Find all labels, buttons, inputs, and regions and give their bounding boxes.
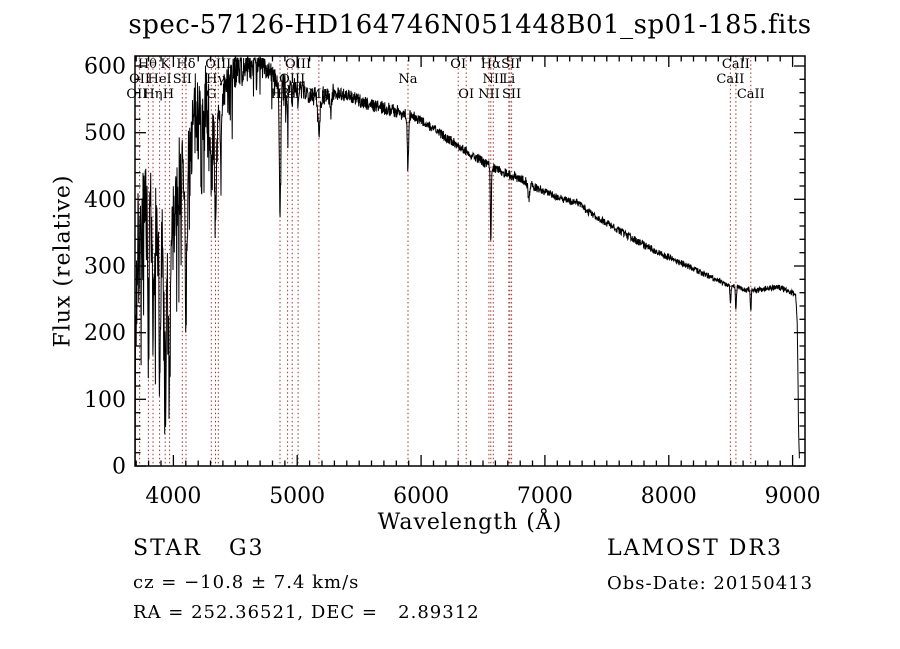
survey-text: LAMOST DR3 — [607, 536, 783, 561]
plot-border — [134, 55, 806, 467]
y-tick-label: 400 — [84, 188, 126, 213]
spectral-line-label: Hη — [143, 87, 162, 102]
spectral-line-label: Hδ — [176, 57, 195, 72]
spectral-line-label: SII — [173, 72, 192, 87]
x-tick-label: 9000 — [765, 484, 821, 509]
y-axis-label: Flux (relative) — [50, 174, 76, 348]
spectral-line-label: G — [206, 87, 216, 102]
y-tick-label: 0 — [112, 455, 126, 480]
x-tick-label: 8000 — [641, 484, 697, 509]
classification-text: STAR G3 — [133, 536, 265, 561]
spectrum-curve — [134, 57, 800, 465]
spectral-line-label: OI — [450, 57, 466, 72]
axis-ticks — [135, 56, 805, 467]
cz-text: cz = −10.8 ± 7.4 km/s — [133, 572, 360, 593]
spectral-line-label: K — [160, 57, 170, 72]
spectral-line-label: HeI — [276, 87, 300, 102]
y-tick-label: 500 — [84, 121, 126, 146]
spectral-line-label: H — [163, 87, 174, 102]
spectral-line-label: NII — [478, 87, 500, 102]
spectral-line-label: OI — [458, 87, 474, 102]
tick-labels: 4000 5000 6000 7000 8000 9000 0 100 200 300 400 500… — [84, 55, 821, 510]
x-tick-label: 4000 — [145, 484, 201, 509]
obs-date-text: Obs-Date: 20150413 — [607, 573, 814, 594]
spectral-line-label: OIII — [279, 72, 305, 87]
spectral-line-label: CaII — [716, 72, 744, 87]
spectral-line-label: SII — [502, 87, 521, 102]
x-tick-label: 7000 — [517, 484, 573, 509]
x-tick-label: 6000 — [393, 484, 449, 509]
spectral-line-label: OIII — [285, 57, 311, 72]
spectral-line-label: Hθ — [138, 57, 157, 72]
spectral-line-label: Hγ — [206, 72, 225, 87]
y-tick-label: 300 — [84, 255, 126, 280]
spectral-line-label: HeI — [148, 72, 172, 87]
spectral-line-label: SII — [501, 57, 520, 72]
spectral-line-label: Hα — [481, 57, 501, 72]
spectral-line-markers — [139, 56, 752, 466]
figure-title: spec-57126-HD164746N051448B01_sp01-185.f… — [128, 10, 812, 40]
x-tick-label: 5000 — [269, 484, 325, 509]
y-tick-label: 200 — [84, 321, 126, 346]
spectral-line-label: CaII — [722, 57, 750, 72]
spectral-line-label: Mg — [308, 87, 330, 102]
y-tick-label: 100 — [84, 388, 126, 413]
y-tick-label: 600 — [84, 55, 126, 80]
spectral-line-label: Na — [398, 72, 417, 87]
spectral-line-label: Li — [502, 72, 515, 87]
spectral-line-label: Hβ — [271, 87, 290, 102]
spectral-line-label: OIII — [205, 57, 231, 72]
spectral-line-label: OII — [126, 87, 147, 102]
x-axis-label: Wavelength (Å) — [377, 510, 563, 535]
spectral-line-label: CaII — [737, 87, 765, 102]
ra-dec-text: RA = 252.36521, DEC = 2.89312 — [133, 602, 480, 623]
spectral-line-label: NII — [482, 72, 504, 87]
